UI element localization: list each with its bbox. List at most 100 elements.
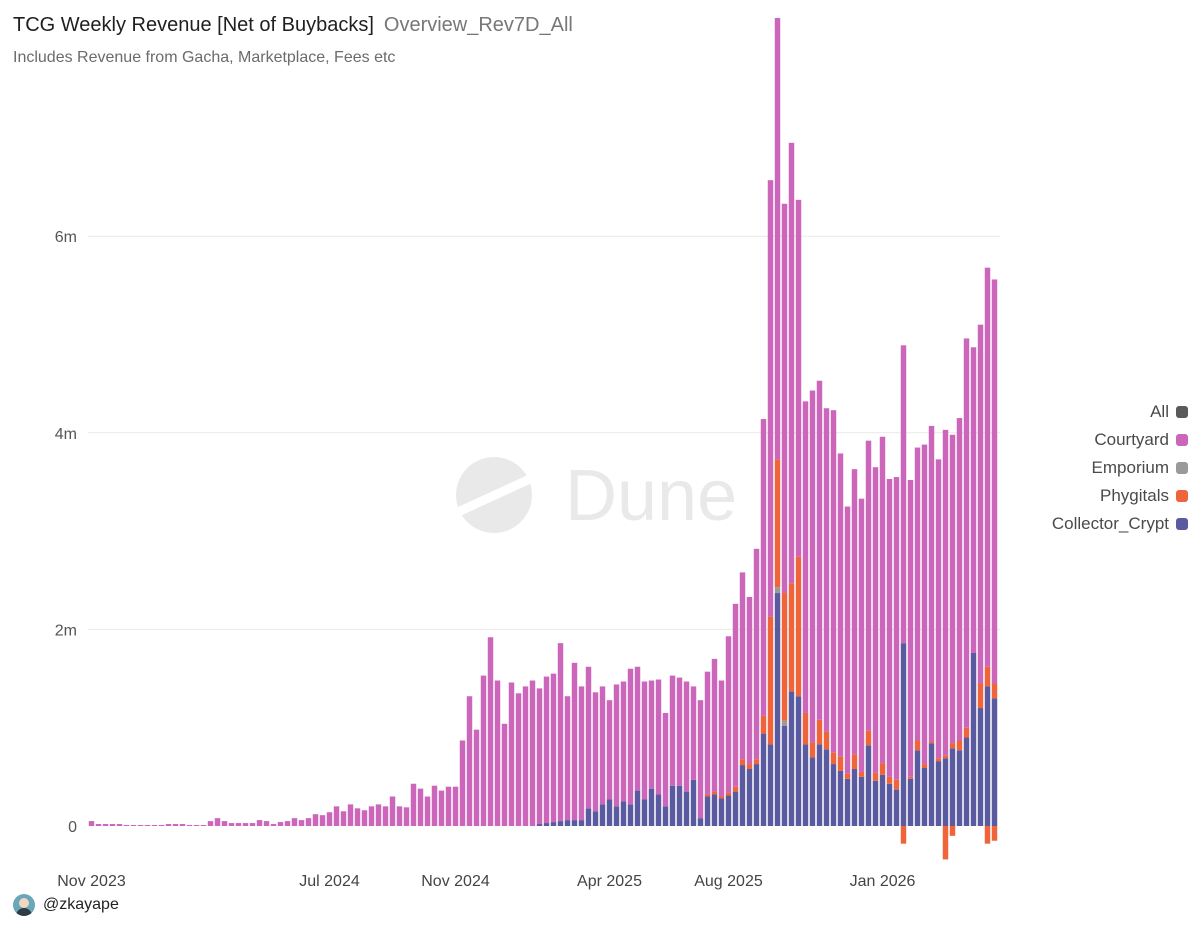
bar-phygitals[interactable] — [830, 752, 837, 765]
bar-collector-crypt[interactable] — [564, 820, 571, 826]
bar-collector-crypt[interactable] — [886, 783, 893, 826]
bar-courtyard[interactable] — [704, 671, 711, 795]
bar-courtyard[interactable] — [515, 693, 522, 826]
bar-courtyard[interactable] — [277, 822, 284, 826]
bar-courtyard[interactable] — [690, 686, 697, 780]
legend-item-all[interactable]: All — [1052, 398, 1188, 426]
bar-courtyard[interactable] — [746, 596, 753, 765]
bar-phygitals[interactable] — [760, 715, 767, 734]
bar-collector-crypt[interactable] — [704, 796, 711, 826]
bar-courtyard[interactable] — [424, 796, 431, 826]
bar-collector-crypt[interactable] — [851, 768, 858, 826]
bar-courtyard[interactable] — [557, 643, 564, 822]
bar-courtyard[interactable] — [312, 814, 319, 826]
bar-phygitals[interactable] — [711, 791, 718, 795]
bar-collector-crypt[interactable] — [648, 788, 655, 826]
bar-courtyard[interactable] — [879, 436, 886, 764]
bar-collector-crypt[interactable] — [571, 820, 578, 826]
bar-collector-crypt[interactable] — [655, 794, 662, 826]
bar-phygitals[interactable] — [886, 776, 893, 784]
bar-courtyard[interactable] — [228, 823, 235, 826]
bar-courtyard[interactable] — [620, 681, 627, 802]
bar-collector-crypt[interactable] — [816, 744, 823, 826]
bar-phygitals[interactable] — [865, 730, 872, 746]
bar-collector-crypt[interactable] — [760, 733, 767, 826]
bar-phygitals[interactable] — [879, 763, 886, 775]
bar-courtyard[interactable] — [151, 825, 158, 826]
bar-courtyard[interactable] — [438, 790, 445, 826]
bar-courtyard[interactable] — [431, 785, 438, 826]
bar-courtyard[interactable] — [417, 788, 424, 826]
bar-courtyard[interactable] — [305, 818, 312, 826]
bar-collector-crypt[interactable] — [809, 757, 816, 826]
bar-courtyard[interactable] — [543, 676, 550, 824]
bar-courtyard[interactable] — [179, 824, 186, 826]
bar-courtyard[interactable] — [487, 637, 494, 826]
bar-courtyard[interactable] — [886, 479, 893, 777]
bar-collector-crypt[interactable] — [620, 801, 627, 826]
bar-courtyard[interactable] — [207, 821, 214, 827]
bar-courtyard[interactable] — [172, 824, 179, 826]
bar-collector-crypt[interactable] — [634, 790, 641, 826]
bar-phygitals-negative[interactable] — [984, 826, 991, 844]
bar-courtyard[interactable] — [270, 824, 277, 826]
bar-courtyard[interactable] — [991, 279, 998, 684]
bar-collector-crypt[interactable] — [599, 804, 606, 826]
bar-phygitals[interactable] — [753, 759, 760, 765]
bar-courtyard[interactable] — [900, 345, 907, 644]
bar-courtyard[interactable] — [347, 804, 354, 826]
bar-phygitals-negative[interactable] — [900, 826, 907, 844]
bar-phygitals[interactable] — [956, 740, 963, 751]
bar-courtyard[interactable] — [536, 688, 543, 825]
bar-courtyard[interactable] — [753, 548, 760, 760]
bar-emporium[interactable] — [774, 587, 781, 594]
bar-courtyard[interactable] — [109, 824, 116, 826]
bar-phygitals-negative[interactable] — [942, 826, 949, 860]
bar-courtyard[interactable] — [410, 783, 417, 826]
bar-phygitals[interactable] — [858, 771, 865, 777]
bar-phygitals[interactable] — [844, 773, 851, 779]
legend-item-phygitals[interactable]: Phygitals — [1052, 482, 1188, 510]
bar-courtyard[interactable] — [956, 418, 963, 741]
bar-courtyard[interactable] — [508, 682, 515, 826]
bar-courtyard[interactable] — [214, 818, 221, 826]
bar-courtyard[interactable] — [725, 636, 732, 793]
bar-courtyard[interactable] — [767, 180, 774, 617]
bar-phygitals[interactable] — [795, 556, 802, 697]
bar-courtyard[interactable] — [375, 804, 382, 826]
bar-courtyard[interactable] — [935, 459, 942, 759]
bar-courtyard[interactable] — [711, 658, 718, 792]
bar-courtyard[interactable] — [452, 786, 459, 826]
bar-courtyard[interactable] — [914, 447, 921, 741]
bar-phygitals[interactable] — [802, 712, 809, 745]
bar-collector-crypt[interactable] — [557, 821, 564, 827]
bar-phygitals[interactable] — [893, 779, 900, 790]
bar-courtyard[interactable] — [606, 700, 613, 800]
bar-phygitals[interactable] — [963, 727, 970, 738]
bar-collector-crypt[interactable] — [984, 686, 991, 826]
bar-phygitals[interactable] — [991, 683, 998, 699]
bar-courtyard[interactable] — [949, 434, 956, 744]
bar-collector-crypt[interactable] — [683, 791, 690, 826]
bar-collector-crypt[interactable] — [844, 778, 851, 826]
bar-phygitals[interactable] — [935, 758, 942, 762]
bar-phygitals[interactable] — [781, 593, 788, 721]
bar-courtyard[interactable] — [872, 467, 879, 773]
bar-phygitals[interactable] — [704, 794, 711, 797]
bar-courtyard[interactable] — [522, 686, 529, 826]
bar-courtyard[interactable] — [760, 419, 767, 716]
bar-collector-crypt[interactable] — [781, 725, 788, 826]
bar-courtyard[interactable] — [130, 825, 137, 826]
bar-collector-crypt[interactable] — [711, 794, 718, 826]
bar-phygitals[interactable] — [914, 740, 921, 751]
bar-courtyard[interactable] — [480, 675, 487, 826]
bar-collector-crypt[interactable] — [893, 789, 900, 826]
bar-phygitals[interactable] — [977, 683, 984, 709]
bar-phygitals[interactable] — [907, 776, 914, 779]
bar-courtyard[interactable] — [200, 825, 207, 826]
bar-courtyard[interactable] — [550, 673, 557, 823]
bar-phygitals[interactable] — [928, 741, 935, 744]
bar-courtyard[interactable] — [844, 506, 851, 774]
bar-courtyard[interactable] — [823, 408, 830, 732]
bar-courtyard[interactable] — [809, 390, 816, 743]
